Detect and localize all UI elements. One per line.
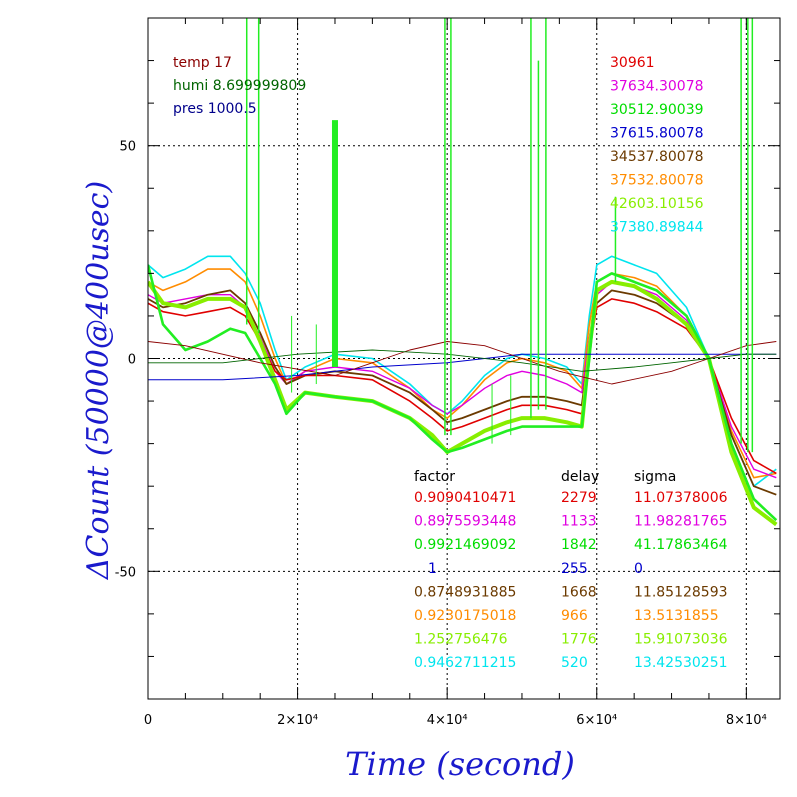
series-line-5 [148,279,778,527]
environment-labels: temp 17 humi 8.699999809 pres 1000.5 [173,55,306,117]
table-cell-factor: 0.9090410471 [414,490,516,506]
right-values: 30961 37634.30078 30512.90039 37615.80078 34… [610,55,704,236]
right-value-5: 37532.80078 [610,173,704,189]
right-value-7: 37380.89844 [610,220,704,236]
y-tick-label-1: 0 [128,353,136,368]
table-cell-sigma: 11.07378006 [634,490,728,506]
x-tick-label-0: 0 [144,713,152,728]
x-axis-label: Time (second) [345,745,575,783]
tick-labels: 0 2×10⁴ 4×10⁴ 6×10⁴ 8×10⁴ 50 0 -50 [115,140,767,728]
table-cell-sigma: 11.98281765 [634,514,728,530]
series-line-8 [148,341,777,385]
table-cell-factor: 0.9230175018 [414,608,516,624]
x-tick-label-3: 6×10⁴ [576,713,617,728]
series-line-1 [148,268,777,479]
series-line-6 [148,264,778,522]
x-tick-label-1: 2×10⁴ [277,713,318,728]
x-tick-label-4: 8×10⁴ [726,713,767,728]
right-value-2: 30512.90039 [610,102,704,118]
table-cell-sigma: 15.91073036 [634,632,728,648]
table-header-delay: delay [561,469,599,485]
env-label-1: humi 8.699999809 [173,78,306,94]
table-cell-sigma: 13.5131855 [634,608,719,624]
table-header-factor: factor [414,469,455,485]
table-cell-delay: 1668 [561,584,597,600]
table-cell-factor: 0.8748931885 [414,584,516,600]
y-tick-label-0: 50 [119,140,136,155]
table-cell-delay: 966 [561,608,588,624]
ticks [147,18,780,699]
table-header-sigma: sigma [634,469,676,485]
table-cell-delay: 1776 [561,632,597,648]
series-line-4 [148,298,777,475]
series-line-0 [148,255,777,488]
right-value-6: 42603.10156 [610,196,704,212]
table-cell-factor: 0.9921469092 [414,537,516,553]
table-cell-sigma: 41.17863464 [634,537,728,553]
plot-area [148,18,778,527]
table-cell-sigma: 13.42530251 [634,655,728,671]
table-cell-factor: 0.8975593448 [414,514,516,530]
factor-table: factor delay sigma 0.9090410471 2279 11.07378… [414,469,728,671]
right-value-4: 34537.80078 [610,149,704,165]
env-label-0: temp 17 [173,55,232,71]
y-axis-label: ΔCount (50000@400usec) [81,181,116,580]
table-cell-factor: 1 [428,561,437,577]
table-cell-factor: 0.9462711215 [414,655,516,671]
right-value-3: 37615.80078 [610,126,704,142]
series-layer [148,18,778,527]
y-tick-label-2: -50 [115,565,136,580]
x-tick-label-2: 4×10⁴ [427,713,468,728]
table-cell-delay: 2279 [561,490,597,506]
table-cell-delay: 520 [561,655,588,671]
env-label-2: pres 1000.5 [173,101,257,117]
right-value-0: 30961 [610,55,655,71]
right-value-1: 37634.30078 [610,79,704,95]
table-cell-sigma: 0 [634,561,643,577]
table-cell-delay: 1133 [561,514,597,530]
table-cell-delay: 1842 [561,537,597,553]
grid [148,18,780,699]
table-cell-factor: 1.252756476 [414,632,508,648]
series-line-7 [148,353,777,381]
table-cell-sigma: 11.85128593 [634,584,728,600]
series-line-9 [148,349,777,372]
table-cell-delay: 255 [561,561,588,577]
